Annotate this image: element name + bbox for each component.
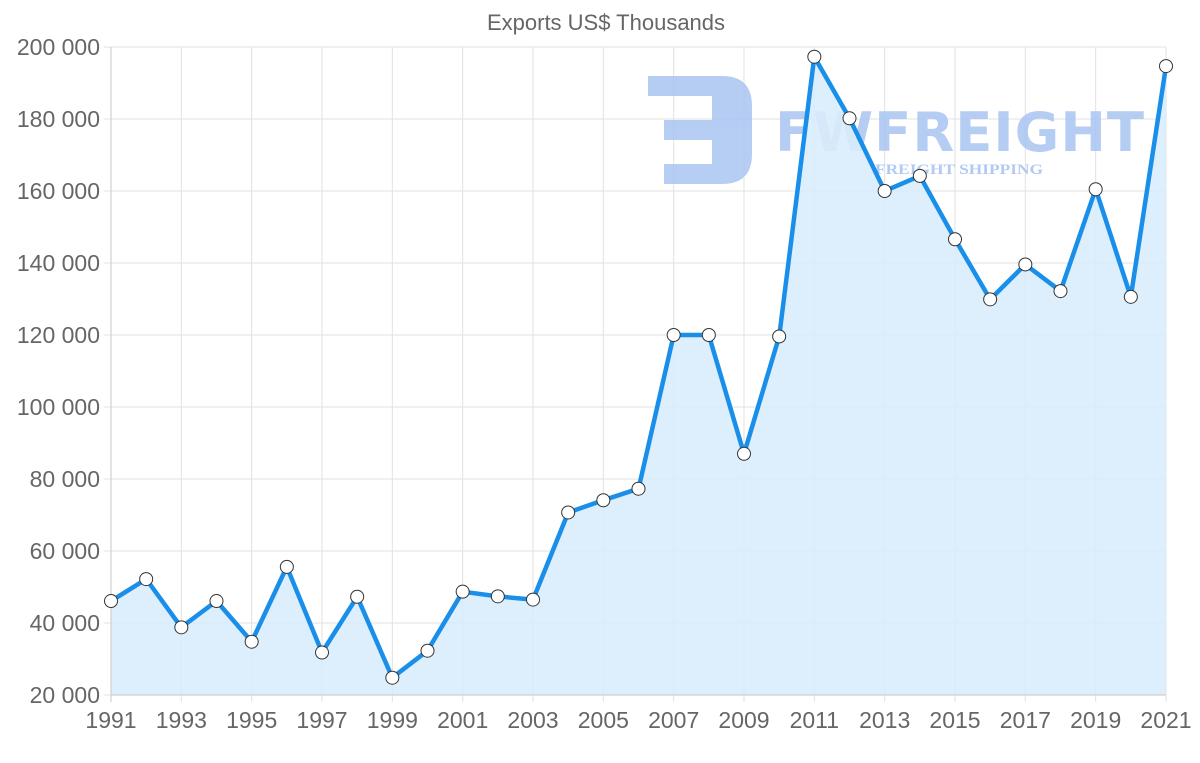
y-tick-label: 160 000	[17, 178, 100, 204]
data-point[interactable]	[420, 643, 435, 658]
chart-title: Exports US$ Thousands	[487, 10, 725, 35]
x-tick-label: 2017	[1000, 707, 1051, 733]
data-point[interactable]	[701, 328, 716, 342]
x-tick-label: 1999	[367, 707, 418, 733]
y-axis-tick-labels: 20 000 40 000 60 000 80 000 100 000 120 000 14…	[17, 34, 100, 708]
y-tick-label: 200 000	[17, 34, 100, 60]
x-tick-label: 2021	[1140, 707, 1191, 733]
x-tick-label: 2013	[859, 707, 910, 733]
x-tick-label: 1995	[226, 707, 277, 733]
data-point[interactable]	[737, 446, 751, 461]
data-point[interactable]	[385, 670, 400, 685]
brand-watermark: FWFREIGHT FREIGHT SHIPPING	[648, 76, 1144, 184]
x-tick-label: 1991	[85, 707, 136, 733]
area-fill	[111, 56, 1166, 695]
data-point[interactable]	[244, 634, 259, 649]
x-axis-tick-labels: 1991 1993 1995 1997 1999 2001 2003 2005 2007 2009…	[85, 707, 1191, 733]
data-point[interactable]	[561, 505, 576, 520]
data-point-markers	[104, 49, 1173, 685]
data-point[interactable]	[772, 329, 787, 344]
data-point[interactable]	[490, 589, 505, 604]
data-point[interactable]	[948, 232, 962, 247]
x-tick-label: 1997	[296, 707, 347, 733]
x-tick-label: 2003	[507, 707, 558, 733]
y-tick-label: 100 000	[17, 394, 100, 420]
x-tick-label: 2011	[790, 707, 839, 733]
data-point[interactable]	[315, 645, 329, 660]
y-tick-label: 140 000	[17, 250, 100, 276]
data-point[interactable]	[1018, 257, 1033, 272]
brand-tagline: FREIGHT SHIPPING	[875, 162, 1043, 178]
x-tick-label: 2007	[648, 707, 699, 733]
data-point[interactable]	[139, 572, 154, 587]
x-tick-label: 2019	[1070, 707, 1121, 733]
data-point[interactable]	[1159, 59, 1173, 74]
y-tick-label: 120 000	[17, 322, 100, 348]
data-point[interactable]	[631, 481, 646, 496]
y-tick-label: 80 000	[30, 466, 100, 492]
data-point[interactable]	[1123, 289, 1138, 304]
data-point[interactable]	[104, 594, 118, 609]
data-point[interactable]	[912, 168, 927, 183]
data-point[interactable]	[209, 594, 224, 609]
data-point[interactable]	[877, 184, 892, 198]
x-tick-label: 2009	[718, 707, 769, 733]
data-point[interactable]	[666, 328, 681, 342]
data-point[interactable]	[174, 620, 189, 635]
x-tick-label: 2001	[437, 707, 488, 733]
data-point[interactable]	[983, 292, 998, 307]
data-point[interactable]	[526, 592, 540, 607]
data-point[interactable]	[596, 493, 611, 508]
data-point[interactable]	[807, 49, 822, 64]
y-tick-label: 20 000	[30, 682, 100, 708]
data-point[interactable]	[842, 111, 857, 126]
y-tick-label: 180 000	[17, 106, 100, 132]
x-tick-label: 1993	[156, 707, 207, 733]
x-tick-label: 2015	[929, 707, 980, 733]
data-point[interactable]	[279, 559, 294, 574]
brand-logo-icon	[648, 76, 752, 184]
x-tick-label: 2005	[578, 707, 629, 733]
y-tick-label: 40 000	[30, 610, 100, 636]
data-point[interactable]	[455, 584, 470, 599]
data-point[interactable]	[350, 589, 365, 604]
data-point[interactable]	[1053, 284, 1068, 299]
data-point[interactable]	[1088, 182, 1103, 197]
y-tick-label: 60 000	[30, 538, 100, 564]
